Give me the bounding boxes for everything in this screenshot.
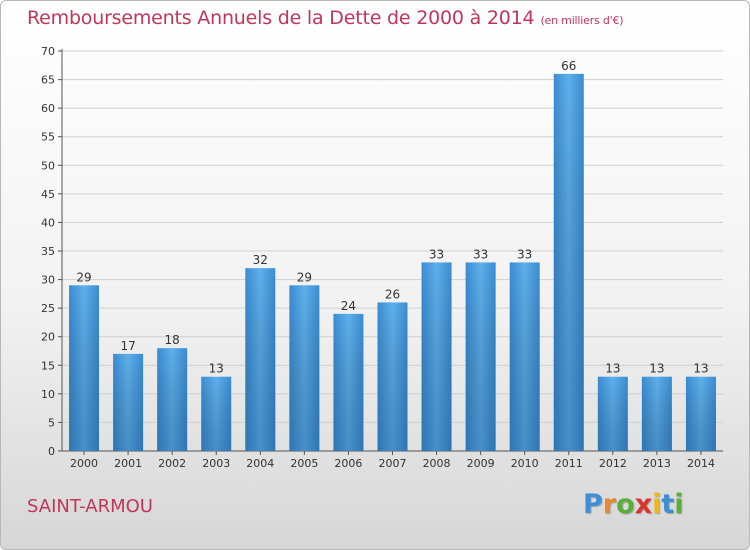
x-tick-label: 2008 (423, 457, 451, 470)
x-tick-label: 2009 (467, 457, 495, 470)
bar-shade (509, 262, 540, 451)
x-tick-label: 2014 (687, 457, 715, 470)
logo-letter: t (661, 489, 675, 520)
y-tick-label: 55 (41, 131, 55, 144)
x-tick-label: 2010 (511, 457, 539, 470)
unit-note: (en milliers d'€) (540, 14, 624, 27)
bar-shade (685, 376, 716, 451)
bar-shade (113, 353, 144, 451)
data-label: 33 (517, 247, 532, 261)
commune-name: SAINT-ARMOU (27, 496, 153, 517)
y-tick-label: 45 (41, 188, 55, 201)
y-tick-label: 15 (41, 359, 55, 372)
data-label: 33 (429, 247, 444, 261)
proxiti-logo: Proxiti (583, 489, 684, 520)
data-label: 29 (297, 270, 312, 284)
data-label: 13 (693, 362, 708, 376)
y-tick-label: 35 (41, 245, 55, 258)
y-tick-label: 30 (41, 274, 55, 287)
x-tick-label: 2001 (114, 457, 142, 470)
x-tick-label: 2003 (202, 457, 230, 470)
data-label: 26 (385, 287, 400, 301)
y-tick-label: 25 (41, 302, 55, 315)
data-label: 13 (649, 362, 664, 376)
bar-shade (69, 285, 100, 451)
x-tick-label: 2012 (599, 457, 627, 470)
data-label: 17 (120, 339, 135, 353)
bars (69, 73, 716, 451)
chart-title: Remboursements Annuels de la Dette de 20… (27, 7, 624, 29)
x-tick-label: 2000 (70, 457, 98, 470)
data-label: 13 (209, 362, 224, 376)
y-tick-label: 60 (41, 102, 55, 115)
bar-shade (245, 268, 276, 451)
x-tick-label: 2006 (334, 457, 362, 470)
logo-letter: r (602, 489, 617, 520)
y-tick-label: 50 (41, 159, 55, 172)
data-label: 24 (341, 299, 356, 313)
logo-letter: P (583, 489, 603, 520)
data-label: 32 (253, 253, 268, 267)
x-tick-label: 2002 (158, 457, 186, 470)
data-label: 33 (473, 247, 488, 261)
data-label: 13 (605, 362, 620, 376)
y-tick-label: 0 (48, 445, 55, 458)
x-tick-label: 2013 (643, 457, 671, 470)
chart-title-text: Remboursements Annuels de la Dette de 20… (27, 7, 535, 29)
logo-letter: i (652, 489, 662, 520)
y-tick-label: 40 (41, 216, 55, 229)
data-label: 18 (165, 333, 180, 347)
x-tick-label: 2004 (246, 457, 274, 470)
logo-letter: x (634, 489, 653, 520)
y-tick-label: 20 (41, 331, 55, 344)
bar-shade (421, 262, 452, 451)
x-tick-label: 2007 (379, 457, 407, 470)
y-tick-label: 70 (41, 45, 55, 58)
x-tick-label: 2005 (290, 457, 318, 470)
bar-shade (377, 302, 408, 451)
bar-shade (597, 376, 628, 451)
data-label: 29 (76, 270, 91, 284)
bar-shade (641, 376, 672, 451)
y-tick-label: 65 (41, 74, 55, 87)
bar-shade (157, 348, 188, 451)
bar-shade (289, 285, 320, 451)
bar-shade (201, 376, 232, 451)
y-tick-label: 10 (41, 388, 55, 401)
bar-shade (465, 262, 496, 451)
x-tick-label: 2011 (555, 457, 583, 470)
data-label: 66 (561, 59, 576, 73)
bar-shade (333, 313, 364, 451)
bar-shade (553, 73, 584, 451)
logo-letter: i (674, 489, 684, 520)
y-tick-label: 5 (48, 416, 55, 429)
data-labels: 29 17 18 13 32 29 24 26 33 33 33 66 13 13 13 (76, 59, 708, 376)
logo-letter: o (616, 489, 635, 520)
tick-labels: 0 5 10 15 20 25 30 35 40 45 50 55 60 65 70 2000 2001 2002… (41, 45, 715, 470)
